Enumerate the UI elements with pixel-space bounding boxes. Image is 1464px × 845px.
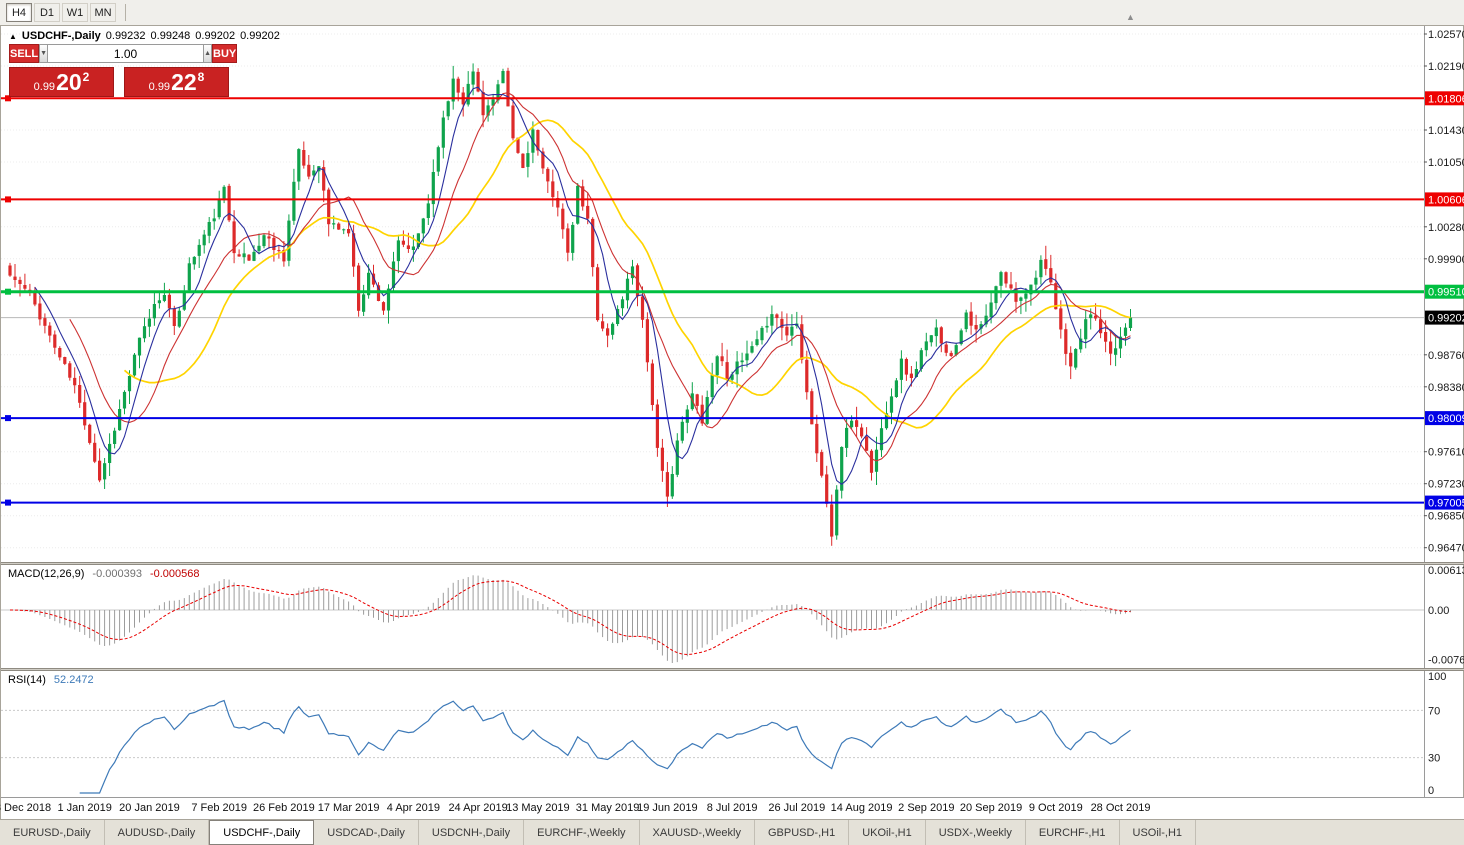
rsi-indicator-chart[interactable]: 100 70 30 0 <box>1 671 1464 797</box>
svg-text:1.01050: 1.01050 <box>1428 157 1464 169</box>
date-label: 20 Jan 2019 <box>119 802 180 814</box>
svg-text:0.99202: 0.99202 <box>1428 313 1464 325</box>
ask-price-display[interactable]: 0.99 22 8 <box>124 67 229 97</box>
svg-text:0.97005: 0.97005 <box>1428 498 1464 510</box>
macd-signal-line <box>9 580 1131 656</box>
rsi-line <box>79 699 1131 794</box>
svg-text:0.96850: 0.96850 <box>1428 511 1464 523</box>
pane-splitter[interactable] <box>1 668 1464 671</box>
trade-prices-row: 0.99 20 2 0.99 22 8 <box>9 67 230 97</box>
chart-tab[interactable]: GBPUSD-,H1 <box>755 820 850 845</box>
moving-average-lines <box>34 86 1131 486</box>
date-label: 26 Feb 2019 <box>253 802 315 814</box>
svg-text:1.01430: 1.01430 <box>1428 125 1464 137</box>
date-label: 20 Sep 2019 <box>959 802 1023 814</box>
trade-controls-row: SELL ▼ ▲ BUY <box>9 44 238 63</box>
svg-text:1.02570: 1.02570 <box>1428 29 1464 41</box>
macd-histogram <box>14 575 1131 663</box>
svg-text:1.00606: 1.00606 <box>1428 194 1464 206</box>
svg-text:0.00: 0.00 <box>1428 605 1449 617</box>
chart-tab[interactable]: EURCHF-,Weekly <box>524 820 640 845</box>
sell-button[interactable]: SELL <box>9 44 40 63</box>
macd-indicator-chart[interactable]: 0.00613 0.00 -0.00761 <box>1 565 1464 668</box>
bid-price-display[interactable]: 0.99 20 2 <box>9 67 114 97</box>
chart-tab[interactable]: EURUSD-,Daily <box>0 820 105 845</box>
horizontal-level-lines <box>1 95 1424 506</box>
svg-text:0.00613: 0.00613 <box>1428 565 1464 577</box>
svg-text:0.97230: 0.97230 <box>1428 479 1464 491</box>
date-label: 13 Dec 2018 <box>0 802 52 814</box>
date-label: 24 Apr 2019 <box>448 802 508 814</box>
svg-text:1.01806: 1.01806 <box>1428 93 1464 105</box>
timeframe-button-h4[interactable]: H4 <box>6 3 32 22</box>
main-price-chart[interactable]: 1.02570 1.02190 1.01430 1.01050 1.00280 0.999… <box>1 26 1464 562</box>
volume-decrease-button[interactable]: ▼ <box>39 44 48 63</box>
chart-tab[interactable]: XAUUSD-,Weekly <box>640 820 755 845</box>
svg-text:0.98009: 0.98009 <box>1428 413 1464 425</box>
buy-button[interactable]: BUY <box>212 44 238 63</box>
tab-bar: EURUSD-,Daily AUDUSD-,Daily USDCHF-,Daily U… <box>0 819 1464 845</box>
time-axis[interactable]: 13 Dec 2018 1 Jan 2019 20 Jan 2019 7 Feb 20… <box>0 797 1464 819</box>
chart-window: 1.02570 1.02190 1.01430 1.01050 1.00280 0.999… <box>0 26 1464 819</box>
date-label: 2 Sep 2019 <box>898 802 955 814</box>
bid-price-big-digits: 20 <box>56 68 82 95</box>
chart-tab[interactable]: USDCAD-,Daily <box>314 820 419 845</box>
timeframe-button-d1[interactable]: D1 <box>34 3 60 22</box>
svg-text:0.96470: 0.96470 <box>1428 543 1464 555</box>
date-label: 17 Mar 2019 <box>317 802 380 814</box>
chart-tab[interactable]: AUDUSD-,Daily <box>105 820 210 845</box>
svg-text:1.02190: 1.02190 <box>1428 61 1464 73</box>
svg-text:100: 100 <box>1428 671 1446 683</box>
price-gridlines <box>1 33 1424 549</box>
svg-text:0.98760: 0.98760 <box>1428 350 1464 362</box>
volume-input[interactable] <box>47 44 205 63</box>
candles <box>8 63 1133 546</box>
date-label: 26 Jul 2019 <box>768 802 826 814</box>
svg-text:0.97610: 0.97610 <box>1428 447 1464 459</box>
svg-text:0.99510: 0.99510 <box>1428 287 1464 299</box>
toolbar: H4 D1 W1 MN ▲ <box>0 0 1464 26</box>
svg-text:0: 0 <box>1428 785 1434 797</box>
timeframe-button-mn[interactable]: MN <box>90 3 116 22</box>
svg-text:1.00280: 1.00280 <box>1428 222 1464 234</box>
bid-price-pip-digit: 2 <box>82 70 90 84</box>
pane-splitter[interactable] <box>1 562 1464 565</box>
toolbar-separator <box>125 4 126 21</box>
chart-tab[interactable]: USDCHF-,Daily <box>209 820 315 845</box>
svg-text:0.98380: 0.98380 <box>1428 382 1464 394</box>
date-label: 1 Jan 2019 <box>57 802 112 814</box>
date-label: 9 Oct 2019 <box>1028 802 1083 814</box>
ask-price-big-digits: 22 <box>171 68 197 95</box>
date-label: 19 Jun 2019 <box>637 802 698 814</box>
chart-tab[interactable]: EURCHF-,H1 <box>1026 820 1120 845</box>
date-label: 28 Oct 2019 <box>1090 802 1151 814</box>
date-label: 4 Apr 2019 <box>386 802 440 814</box>
svg-text:-0.00761: -0.00761 <box>1428 655 1464 667</box>
date-label: 7 Feb 2019 <box>191 802 247 814</box>
chart-tab[interactable]: USDX-,Weekly <box>926 820 1026 845</box>
chart-shift-marker-icon[interactable]: ▲ <box>1126 12 1135 22</box>
price-axis-labels: 1.02570 1.02190 1.01430 1.01050 1.00280 0.999… <box>1424 29 1464 555</box>
date-label: 14 Aug 2019 <box>830 802 893 814</box>
chart-tab[interactable]: USDCNH-,Daily <box>419 820 525 845</box>
date-label: 8 Jul 2019 <box>706 802 758 814</box>
chart-tab[interactable]: USOil-,H1 <box>1120 820 1197 845</box>
ask-price-prefix: 0.99 <box>148 80 171 93</box>
svg-text:0.99900: 0.99900 <box>1428 254 1464 266</box>
volume-increase-button[interactable]: ▲ <box>204 44 212 63</box>
svg-text:70: 70 <box>1428 705 1440 717</box>
svg-text:30: 30 <box>1428 753 1440 765</box>
bid-price-prefix: 0.99 <box>33 80 56 93</box>
one-click-trading-panel: SELL ▼ ▲ BUY 0.99 20 2 0.99 22 8 <box>9 44 238 97</box>
timeframe-button-w1[interactable]: W1 <box>62 3 88 22</box>
chart-tab[interactable]: UKOil-,H1 <box>849 820 926 845</box>
ask-price-pip-digit: 8 <box>197 70 205 84</box>
date-label: 13 May 2019 <box>506 802 570 814</box>
date-label: 31 May 2019 <box>575 802 640 814</box>
